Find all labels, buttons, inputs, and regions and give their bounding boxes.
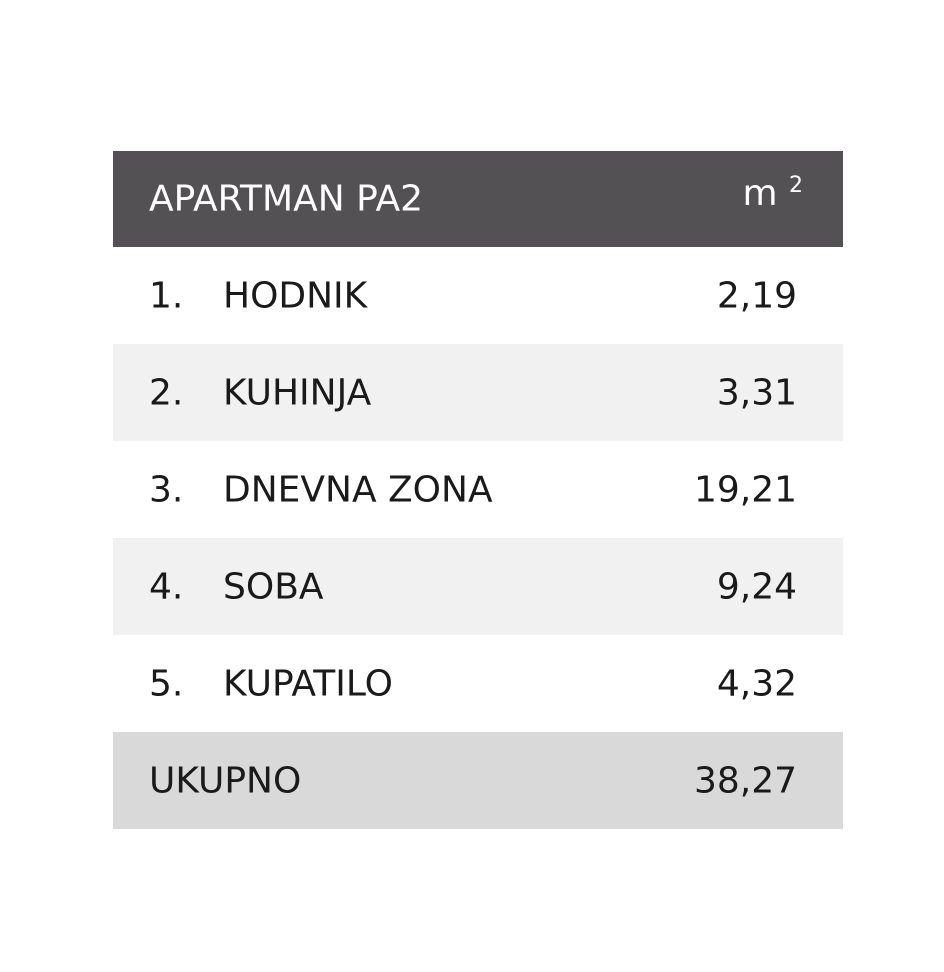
table-row: 3. DNEVNA ZONA 19,21 bbox=[113, 441, 843, 538]
row-number: 5. bbox=[149, 663, 184, 704]
table-row: 1. HODNIK 2,19 bbox=[113, 247, 843, 344]
room-area: 19,21 bbox=[693, 469, 797, 510]
area-table: APARTMAN PA2 m 2 1. HODNIK 2,19 2. KUHINJA 3,… bbox=[113, 151, 843, 829]
row-number: 4. bbox=[149, 566, 184, 607]
total-row: UKUPNO 38,27 bbox=[113, 732, 843, 829]
table-body: 1. HODNIK 2,19 2. KUHINJA 3,31 3. DNEVNA ZONA 19… bbox=[113, 247, 843, 732]
row-number: 2. bbox=[149, 372, 184, 413]
room-name: HODNIK bbox=[223, 275, 368, 316]
row-number: 3. bbox=[149, 469, 184, 510]
row-number: 1. bbox=[149, 275, 184, 316]
total-label: UKUPNO bbox=[149, 760, 302, 801]
header-row: APARTMAN PA2 m 2 bbox=[113, 151, 843, 247]
title: APARTMAN PA2 bbox=[149, 178, 424, 220]
unit-sup: 2 bbox=[789, 173, 803, 198]
room-name: SOBA bbox=[223, 566, 324, 607]
unit-text: m bbox=[742, 173, 778, 214]
table-row: 5. KUPATILO 4,32 bbox=[113, 635, 843, 732]
room-area: 4,32 bbox=[716, 663, 797, 704]
total-value: 38,27 bbox=[693, 760, 797, 801]
room-area: 9,24 bbox=[716, 566, 797, 607]
room-name: DNEVNA ZONA bbox=[223, 469, 493, 510]
room-name: KUPATILO bbox=[223, 663, 393, 704]
table-row: 2. KUHINJA 3,31 bbox=[113, 344, 843, 441]
room-area: 2,19 bbox=[716, 275, 797, 316]
room-name: KUHINJA bbox=[223, 372, 372, 413]
unit: m 2 bbox=[742, 173, 803, 214]
room-area: 3,31 bbox=[716, 372, 797, 413]
table-row: 4. SOBA 9,24 bbox=[113, 538, 843, 635]
